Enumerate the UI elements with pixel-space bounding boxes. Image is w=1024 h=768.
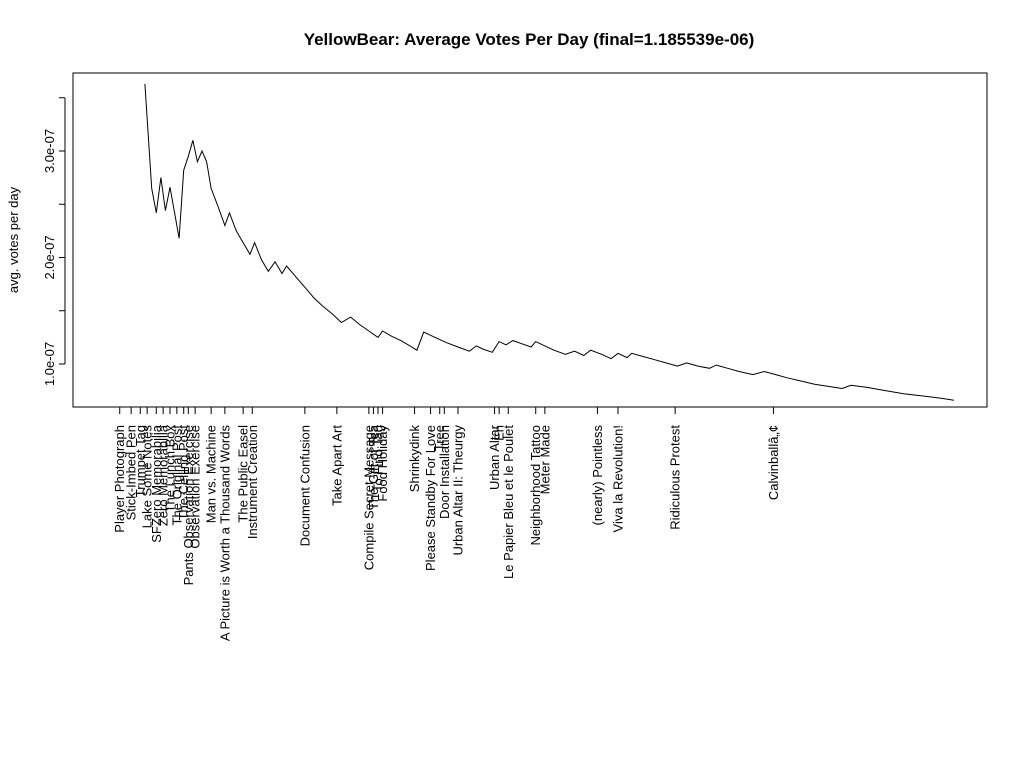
x-tick-label: Player Photograph xyxy=(112,425,127,533)
x-tick-label: Stick-Imbed Pen xyxy=(124,425,139,520)
x-tick-label: Observation Exercise xyxy=(188,425,203,549)
x-tick-label: The Original Post xyxy=(169,425,184,526)
x-tick-label: Urban Altar II: Theurgy xyxy=(451,425,466,556)
x-tick-label: Calvinballâ„¢ xyxy=(766,425,781,500)
x-tick-label: The Gift of Tea xyxy=(366,424,381,510)
x-tick-label: Please Standby For Love xyxy=(423,425,438,571)
x-tick-label: The Public Easel xyxy=(236,425,251,523)
y-tick-label: 2.0e-07 xyxy=(42,235,57,279)
x-tick-label: Le Papier Bleu et le Poulet xyxy=(501,425,516,579)
x-tick-label: Ridiculous Protest xyxy=(668,425,683,530)
x-tick-label: Instrument Creation xyxy=(245,425,260,539)
x-tick-label: Pants Observation Exercise xyxy=(181,425,196,585)
y-axis-label: avg. votes per day xyxy=(6,186,21,293)
x-tick-label: Zero Memorabilia xyxy=(156,424,171,526)
x-tick-label: Lake Some Notes xyxy=(140,425,155,529)
x-tick-label: To Find Tag xyxy=(371,425,386,492)
y-tick-label: 3.0e-07 xyxy=(42,129,57,173)
x-tick-label: En xyxy=(492,425,507,441)
y-tick-label: 1.0e-07 xyxy=(42,342,57,386)
chart-title: YellowBear: Average Votes Per Day (final… xyxy=(304,30,755,49)
x-tick-label: Shrinkydink xyxy=(407,425,422,493)
x-tick-label: SFZero Memorabilia xyxy=(149,424,164,543)
x-tick-label: A Picture is Worth a Thousand Words xyxy=(217,425,232,642)
x-tick-label: Document Confusion xyxy=(297,425,312,546)
x-tick-label: The Ceiling Post xyxy=(176,425,191,521)
series-group xyxy=(144,83,955,401)
x-tick-label: Door Installation xyxy=(437,425,452,519)
x-tick-label: Food Holiday xyxy=(375,425,390,502)
x-tick-label: Meter Made xyxy=(537,425,552,494)
series-line xyxy=(144,83,955,401)
x-tick-label: Tree xyxy=(432,425,447,451)
x-tick-label: Take Apart Art xyxy=(329,425,344,506)
x-tick-label: Urban Altar xyxy=(487,424,502,490)
x-tick-label: (nearly) Pointless xyxy=(590,425,605,526)
x-tick-label: The Lunch Box xyxy=(163,425,178,513)
x-tick-label: Man vs. Machine xyxy=(204,425,219,523)
x-tick-label: Neighborhood Tattoo xyxy=(528,425,543,545)
x-tick-label: Viva la Revolution! xyxy=(611,425,626,532)
x-tick-label: Trumpet Tag xyxy=(133,425,148,497)
x-tick-label: Compile Secret Message xyxy=(361,425,376,570)
y-axis: 1.0e-07 2.0e-07 3.0e-07 xyxy=(42,97,66,386)
plot-area xyxy=(72,72,988,408)
